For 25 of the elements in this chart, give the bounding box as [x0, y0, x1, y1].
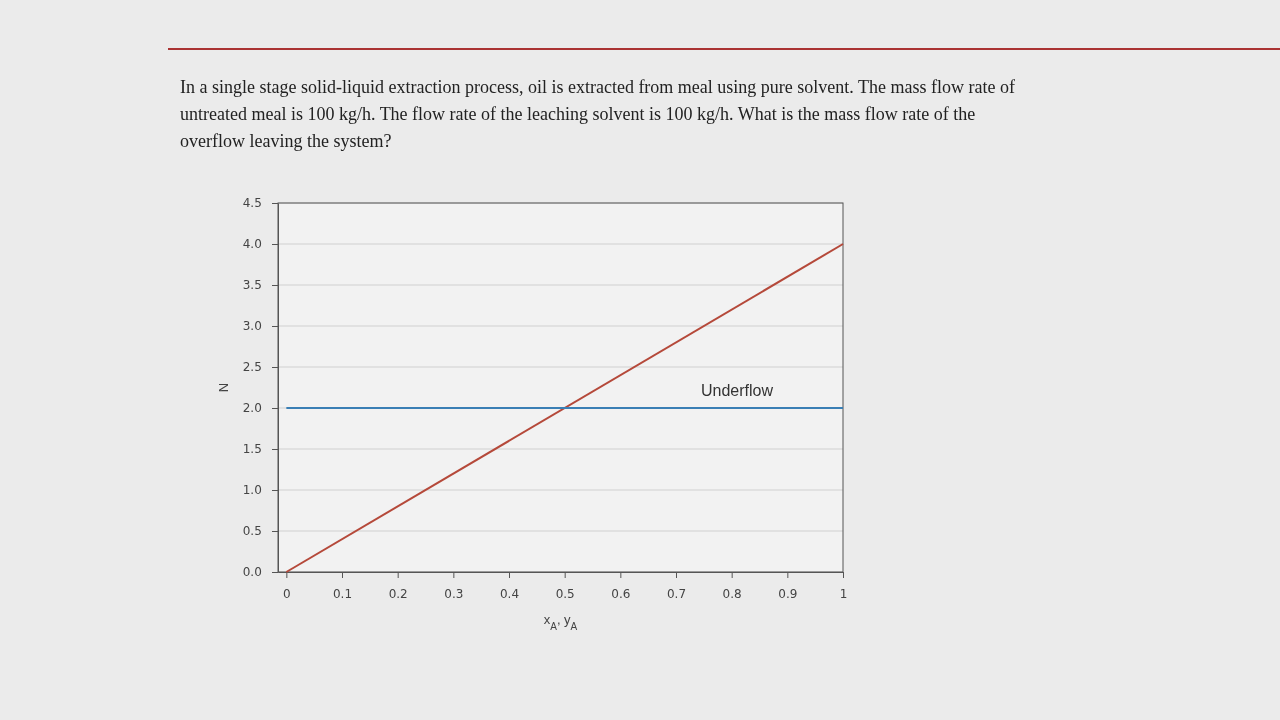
x-tick-label: 0.5 [555, 586, 575, 601]
x-tick-label: 0.2 [388, 586, 408, 601]
x-tick-label: 0.7 [666, 586, 687, 601]
y-tick-label: 3.5 [242, 278, 262, 293]
y-tick-label: 0.5 [242, 524, 262, 539]
y-tick-label: 1.0 [242, 483, 262, 498]
x-tick-label: 0.6 [611, 586, 631, 601]
chart-title: In a single stage solid-liquid extraction process, oil is extracted from meal using pure solvent. The mass flow rate of untreated meal is 100 kg/h. The flow rate of the leaching solvent is 100 kg/h. What is the mass flow rate of the overflow leaving the system? [180, 76, 1016, 153]
y-tick-label: 2.5 [242, 360, 262, 375]
y-tick-label: 1.5 [242, 442, 262, 457]
x-tick-label: 0.4 [499, 586, 520, 601]
y-tick-label: 4.5 [242, 196, 262, 211]
x-tick-label: 0.1 [332, 586, 353, 601]
y-tick-label: 3.0 [242, 319, 262, 334]
y-tick-label: 4.0 [242, 237, 262, 252]
x-tick-label: 1 [839, 586, 848, 601]
y-tick-label: 0.0 [242, 565, 262, 580]
y-axis-title: N [216, 382, 231, 393]
x-tick-label: 0.8 [722, 586, 742, 601]
y-tick-label: 2.0 [242, 401, 262, 416]
x-axis-title: x$_{A}$, y$_{A}$ [543, 612, 578, 632]
series-label: Underflow [700, 382, 774, 399]
x-tick-label: 0.3 [444, 586, 464, 601]
x-tick-label: 0 [283, 586, 291, 601]
x-tick-label: 0.9 [778, 586, 798, 601]
